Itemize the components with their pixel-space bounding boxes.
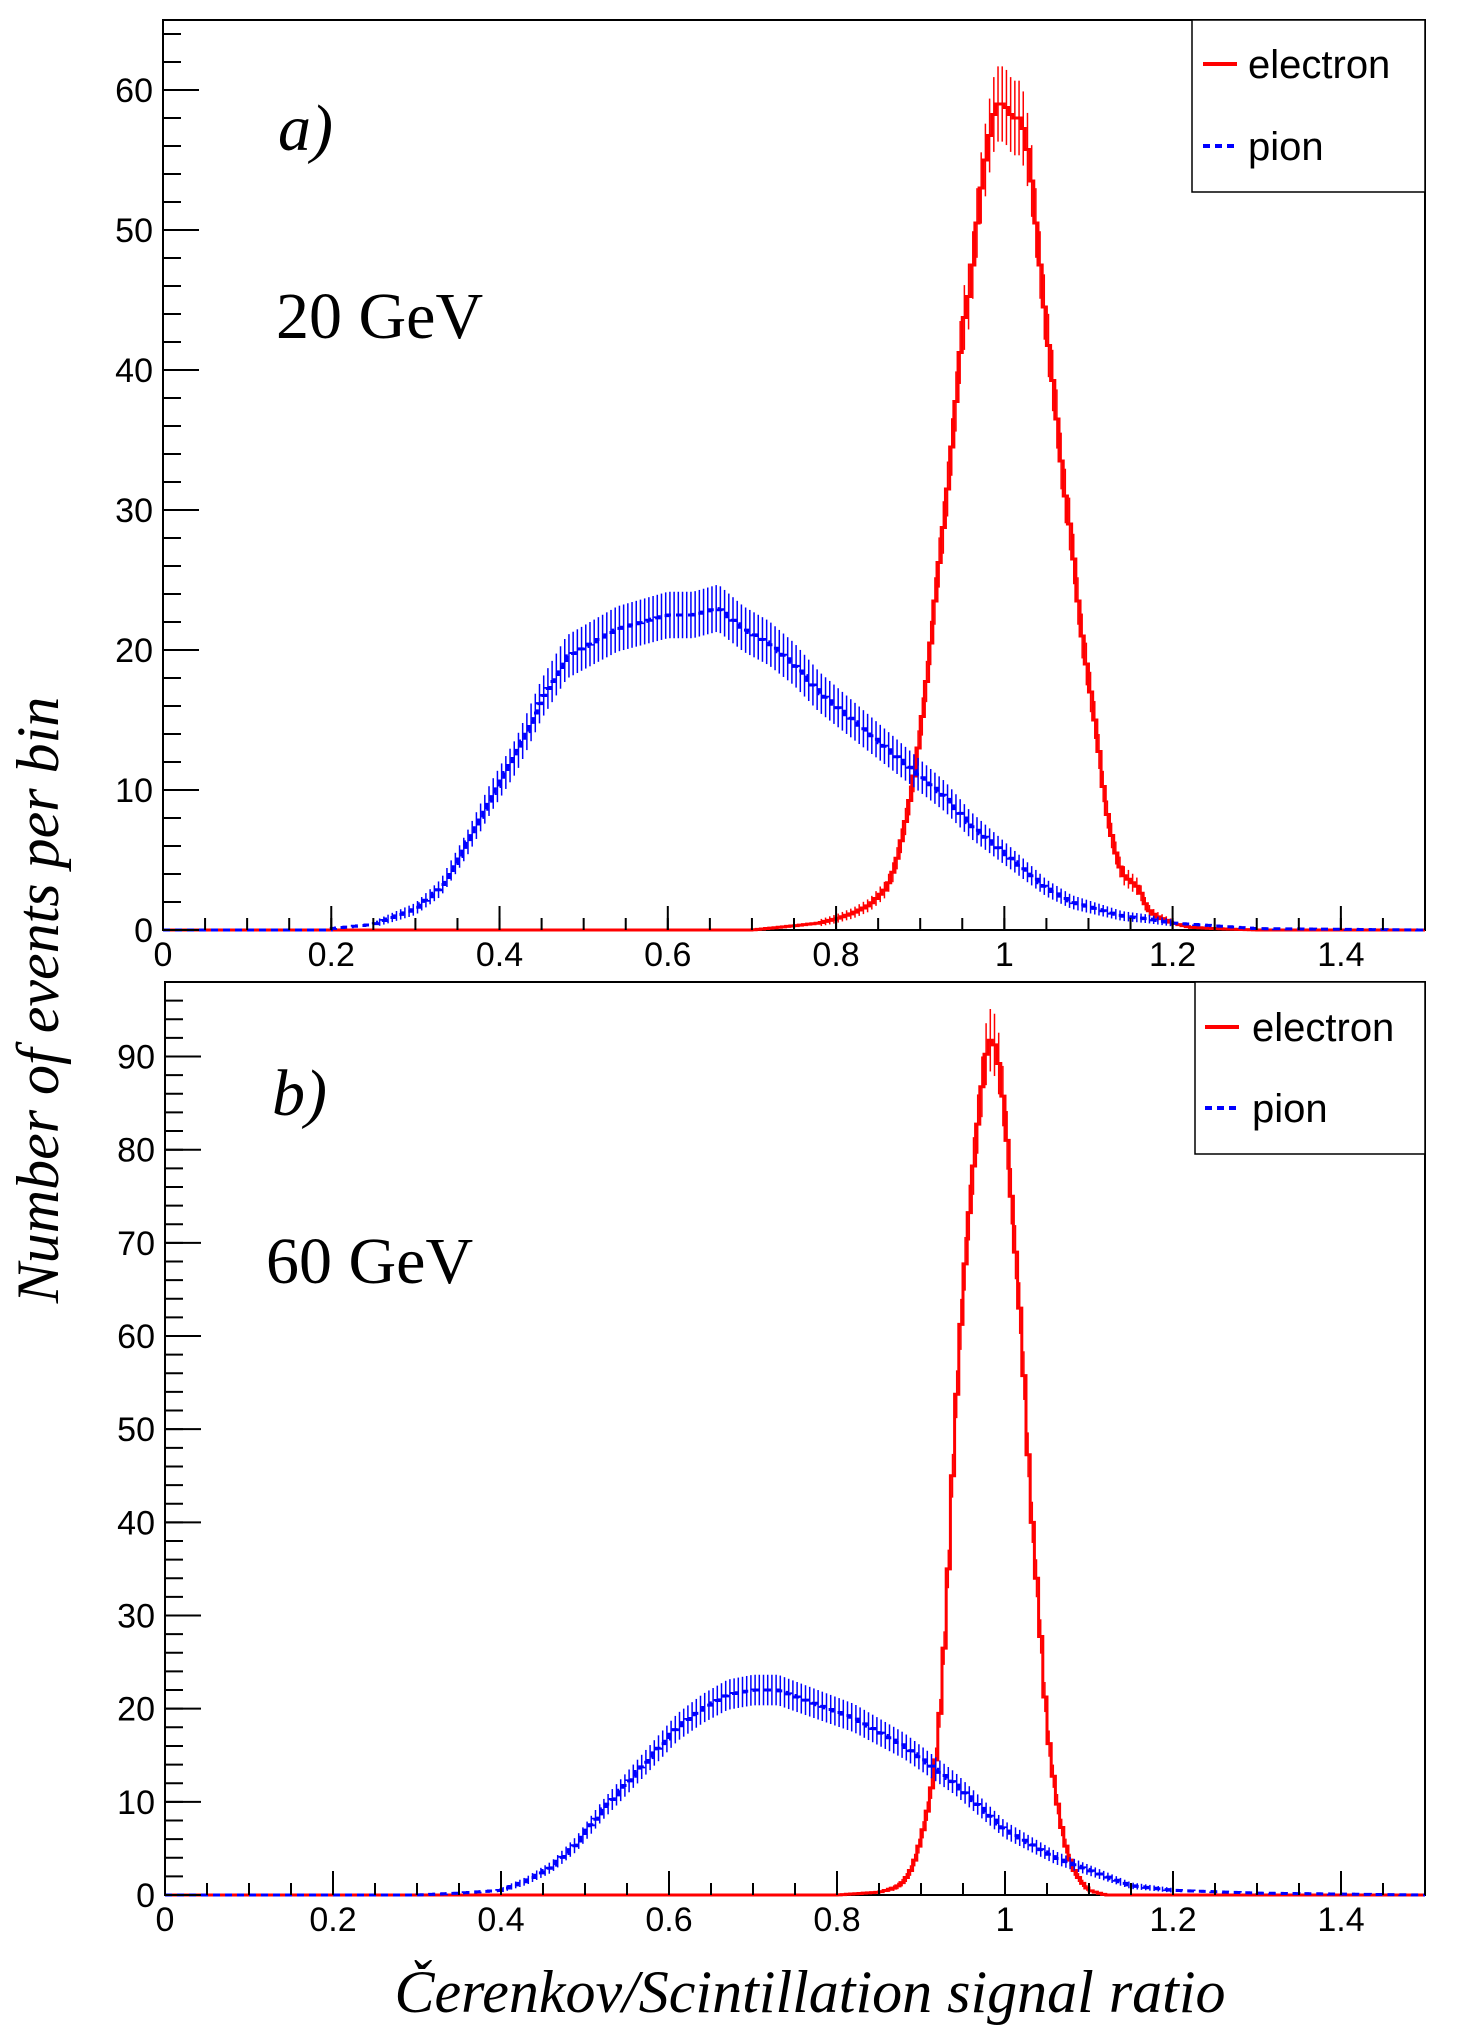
series-pion <box>165 1674 1425 1897</box>
legend-box <box>1194 981 1426 1155</box>
y-tick-label: 10 <box>117 1784 155 1822</box>
panel-b: 0 0.2 0.4 0.6 0.8 1 1.2 1.40102030405060708090 … <box>117 981 1426 1939</box>
y-tick-label: 20 <box>117 1691 155 1729</box>
y-tick-label: 20 <box>115 632 153 670</box>
x-tick-label: 1.4 <box>1317 936 1364 974</box>
x-tick-label: 0.4 <box>476 936 523 974</box>
y-axis-title: Number of events per bin <box>5 697 71 1305</box>
y-tick-label: 30 <box>115 492 153 530</box>
panel-tag: a) <box>278 92 333 165</box>
x-tick-label: 1 <box>996 1901 1015 1939</box>
y-tick-label: 90 <box>117 1039 155 1077</box>
y-tick-label: 0 <box>136 1877 155 1915</box>
y-tick-label: 40 <box>115 352 153 390</box>
y-tick-label: 50 <box>117 1411 155 1449</box>
panel-tag: b) <box>272 1057 327 1130</box>
x-tick-label: 1.4 <box>1317 1901 1364 1939</box>
legend: electron pion <box>1194 981 1426 1155</box>
series-pion <box>163 585 1425 932</box>
series-layer <box>165 1008 1425 1897</box>
axis-tick-labels: 0 0.2 0.4 0.6 0.8 1 1.2 1.4 0 10 20 30 40 50 60 70 80 90 <box>117 1039 1364 1939</box>
y-tick-label: 30 <box>117 1598 155 1636</box>
axis-ticks <box>162 33 1426 931</box>
x-tick-label: 0.4 <box>477 1901 524 1939</box>
legend-electron-label: electron <box>1252 1006 1394 1050</box>
y-tick-label: 0 <box>134 912 153 950</box>
x-axis-title: Čerenkov/Scintillation signal ratio <box>394 1959 1225 2025</box>
y-tick-label: 80 <box>117 1132 155 1170</box>
series-pion-line <box>163 607 1425 932</box>
x-tick-label: 1.2 <box>1149 1901 1196 1939</box>
y-tick-label: 70 <box>117 1225 155 1263</box>
x-tick-label: 0 <box>154 936 173 974</box>
x-tick-label: 1.2 <box>1149 936 1196 974</box>
legend-pion-label: pion <box>1248 125 1324 169</box>
axis-tick-labels: 0 0.2 0.4 0.6 0.8 1 1.2 1.4 0 10 20 30 40 50 60 <box>115 72 1364 974</box>
energy-label: 20 GeV <box>276 280 483 353</box>
x-tick-label: 0.2 <box>308 936 355 974</box>
legend: electron pion <box>1191 19 1426 193</box>
panel-a: 0 0.2 0.4 0.6 0.8 1 1.2 1.4 0 10 20 30 40 50 60 a) 20 … <box>115 19 1426 974</box>
axis-ticks <box>164 981 1426 1896</box>
energy-label: 60 GeV <box>266 1225 473 1298</box>
series-pion-line <box>165 1688 1425 1897</box>
y-tick-label: 50 <box>115 212 153 250</box>
legend-pion-label: pion <box>1252 1087 1328 1131</box>
y-tick-label: 60 <box>117 1318 155 1356</box>
legend-electron-label: electron <box>1248 43 1390 87</box>
y-tick-label: 40 <box>117 1504 155 1542</box>
x-tick-label: 0.6 <box>645 1901 692 1939</box>
y-tick-label: 60 <box>115 72 153 110</box>
x-tick-label: 0.2 <box>309 1901 356 1939</box>
x-tick-label: 0.8 <box>813 1901 860 1939</box>
x-tick-label: 1 <box>995 936 1014 974</box>
legend-box <box>1191 19 1426 193</box>
x-tick-label: 0.6 <box>644 936 691 974</box>
x-tick-label: 0 <box>156 1901 175 1939</box>
x-tick-label: 0.8 <box>812 936 859 974</box>
y-tick-label: 10 <box>115 772 153 810</box>
